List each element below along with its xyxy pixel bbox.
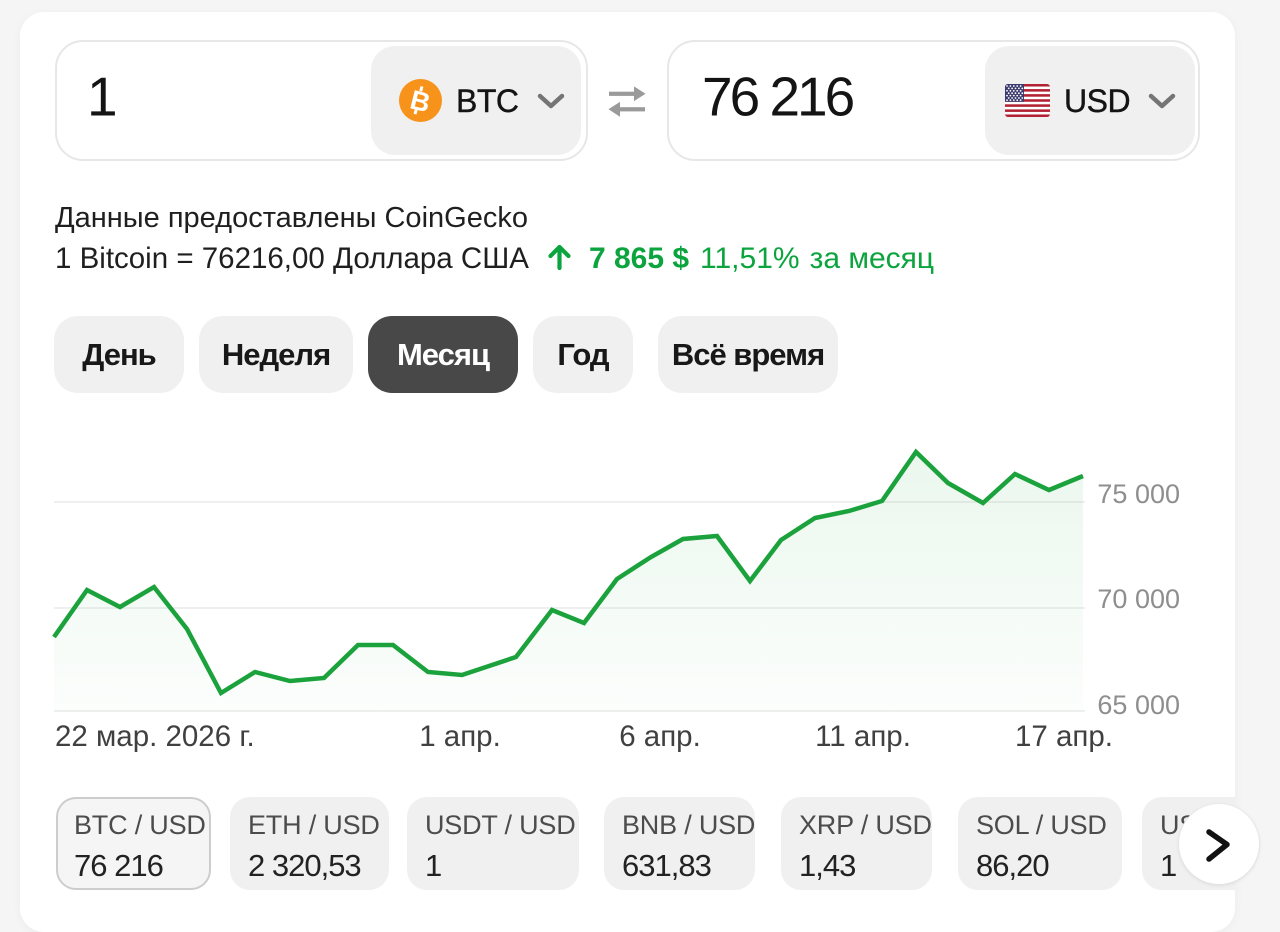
svg-text:65 000: 65 000	[1097, 690, 1180, 720]
svg-text:17 апр.: 17 апр.	[1015, 720, 1113, 753]
svg-text:70 000: 70 000	[1097, 584, 1180, 614]
svg-text:22 мар. 2026 г.: 22 мар. 2026 г.	[55, 720, 255, 753]
svg-text:75 000: 75 000	[1097, 479, 1180, 509]
svg-text:11 апр.: 11 апр.	[815, 720, 911, 753]
svg-text:1 апр.: 1 апр.	[419, 720, 501, 753]
svg-text:6 апр.: 6 апр.	[619, 720, 701, 753]
